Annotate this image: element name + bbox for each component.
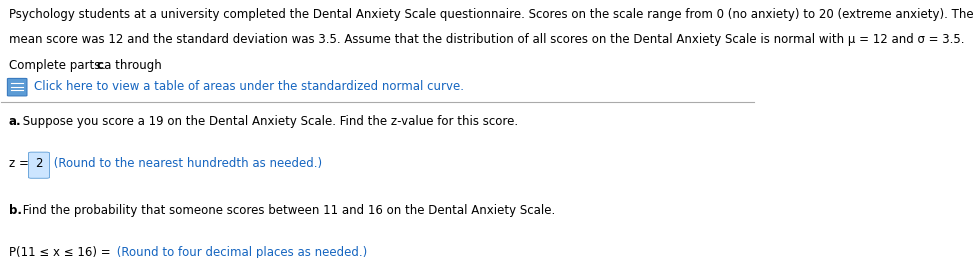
Text: Find the probability that someone scores between 11 and 16 on the Dental Anxiety: Find the probability that someone scores…: [19, 204, 556, 217]
Text: (Round to the nearest hundredth as needed.): (Round to the nearest hundredth as neede…: [50, 157, 322, 171]
Text: Click here to view a table of areas under the standardized normal curve.: Click here to view a table of areas unde…: [34, 80, 464, 93]
Text: mean score was 12 and the standard deviation was 3.5. Assume that the distributi: mean score was 12 and the standard devia…: [9, 34, 964, 46]
Text: Suppose you score a 19 on the Dental Anxiety Scale. Find the z-value for this sc: Suppose you score a 19 on the Dental Anx…: [19, 115, 519, 128]
FancyBboxPatch shape: [90, 241, 112, 258]
Text: Psychology students at a university completed the Dental Anxiety Scale questionn: Psychology students at a university comp…: [9, 8, 973, 21]
FancyBboxPatch shape: [28, 152, 50, 178]
Text: 2: 2: [35, 157, 43, 171]
Text: b.: b.: [9, 204, 22, 217]
Text: a.: a.: [9, 115, 21, 128]
Text: (Round to four decimal places as needed.): (Round to four decimal places as needed.…: [113, 246, 367, 258]
Text: c: c: [96, 59, 103, 72]
Text: z =: z =: [9, 157, 32, 171]
Text: .: .: [101, 59, 105, 72]
Text: P(11 ≤ x ≤ 16) =: P(11 ≤ x ≤ 16) =: [9, 246, 114, 258]
FancyBboxPatch shape: [8, 78, 27, 96]
Text: Complete parts a through: Complete parts a through: [9, 59, 165, 72]
